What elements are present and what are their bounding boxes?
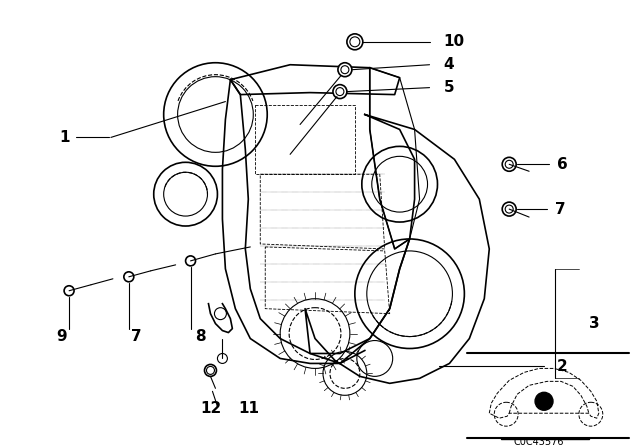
Circle shape [64, 286, 74, 296]
Text: C0C43576: C0C43576 [514, 437, 564, 447]
Circle shape [338, 63, 352, 77]
Circle shape [502, 157, 516, 171]
Text: 11: 11 [238, 401, 259, 416]
Text: 7: 7 [131, 329, 141, 344]
Text: 4: 4 [444, 57, 454, 72]
Circle shape [205, 364, 216, 376]
Circle shape [502, 202, 516, 216]
Text: 5: 5 [444, 80, 454, 95]
Circle shape [347, 34, 363, 50]
Circle shape [535, 392, 553, 410]
Text: 3: 3 [589, 316, 600, 331]
Text: 10: 10 [444, 34, 465, 49]
Text: 7: 7 [555, 202, 566, 216]
Text: 8: 8 [196, 329, 206, 344]
Text: 9: 9 [56, 329, 67, 344]
Text: 6: 6 [557, 157, 568, 172]
Text: 1: 1 [59, 130, 70, 145]
Text: 12: 12 [200, 401, 222, 416]
Circle shape [124, 272, 134, 282]
Circle shape [333, 85, 347, 99]
Text: 2: 2 [557, 359, 568, 374]
Circle shape [186, 256, 196, 266]
